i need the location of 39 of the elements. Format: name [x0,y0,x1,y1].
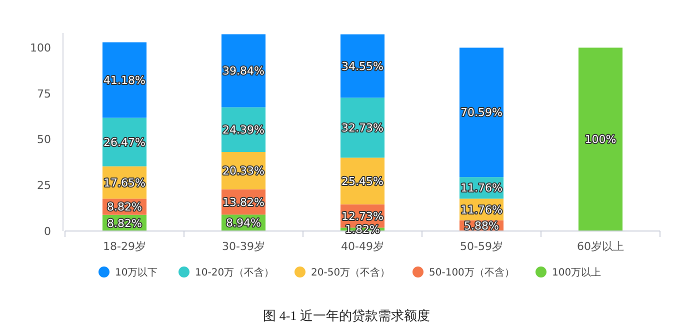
data-label: 34.55% [342,60,384,73]
data-label: 100% [584,133,616,146]
data-label: 1.82% [345,223,380,236]
data-label: 8.82% [107,216,142,230]
bar [102,42,147,118]
x-tick-label: 50-59岁 [460,240,503,253]
legend-label: 20-50万（不含） [311,266,390,278]
data-label: 41.18% [104,74,146,87]
data-label: 5.88% [464,219,499,232]
data-label: 13.82% [222,196,264,209]
x-tick-label: 40-49岁 [341,240,384,253]
data-label: 11.76% [460,182,502,195]
legend-label: 50-100万（不含） [429,266,514,278]
data-label: 12.73% [342,210,384,223]
data-label: 17.65% [104,176,146,190]
y-tick-label: 75 [37,87,51,100]
y-tick-label: 0 [44,224,51,238]
y-tick-label: 25 [37,179,51,192]
x-tick-label: 30-39岁 [222,240,265,253]
bar [578,48,623,231]
data-label: 70.59% [460,106,502,120]
legend-label: 10-20万（不含） [195,266,274,278]
caption: 图 4-1 近一年的贷款需求额度 [263,308,430,323]
data-label: 26.47% [104,136,146,149]
data-label: 25.45% [342,174,384,188]
bar [459,48,504,178]
data-label: 11.76% [460,203,502,216]
y-tick-label: 100 [30,42,51,55]
x-tick-label: 60岁以上 [577,240,624,253]
legend-label: 10万以下 [115,266,158,278]
data-label: 32.73% [342,122,384,135]
x-tick-label: 18-29岁 [103,240,146,253]
y-tick-label: 50 [37,133,51,146]
data-label: 8.94% [226,216,261,230]
legend-label: 100万以上 [552,266,602,278]
data-label: 39.84% [222,64,264,78]
data-label: 20.33% [222,164,264,178]
data-label: 24.39% [222,123,264,136]
data-label: 8.82% [107,200,142,214]
